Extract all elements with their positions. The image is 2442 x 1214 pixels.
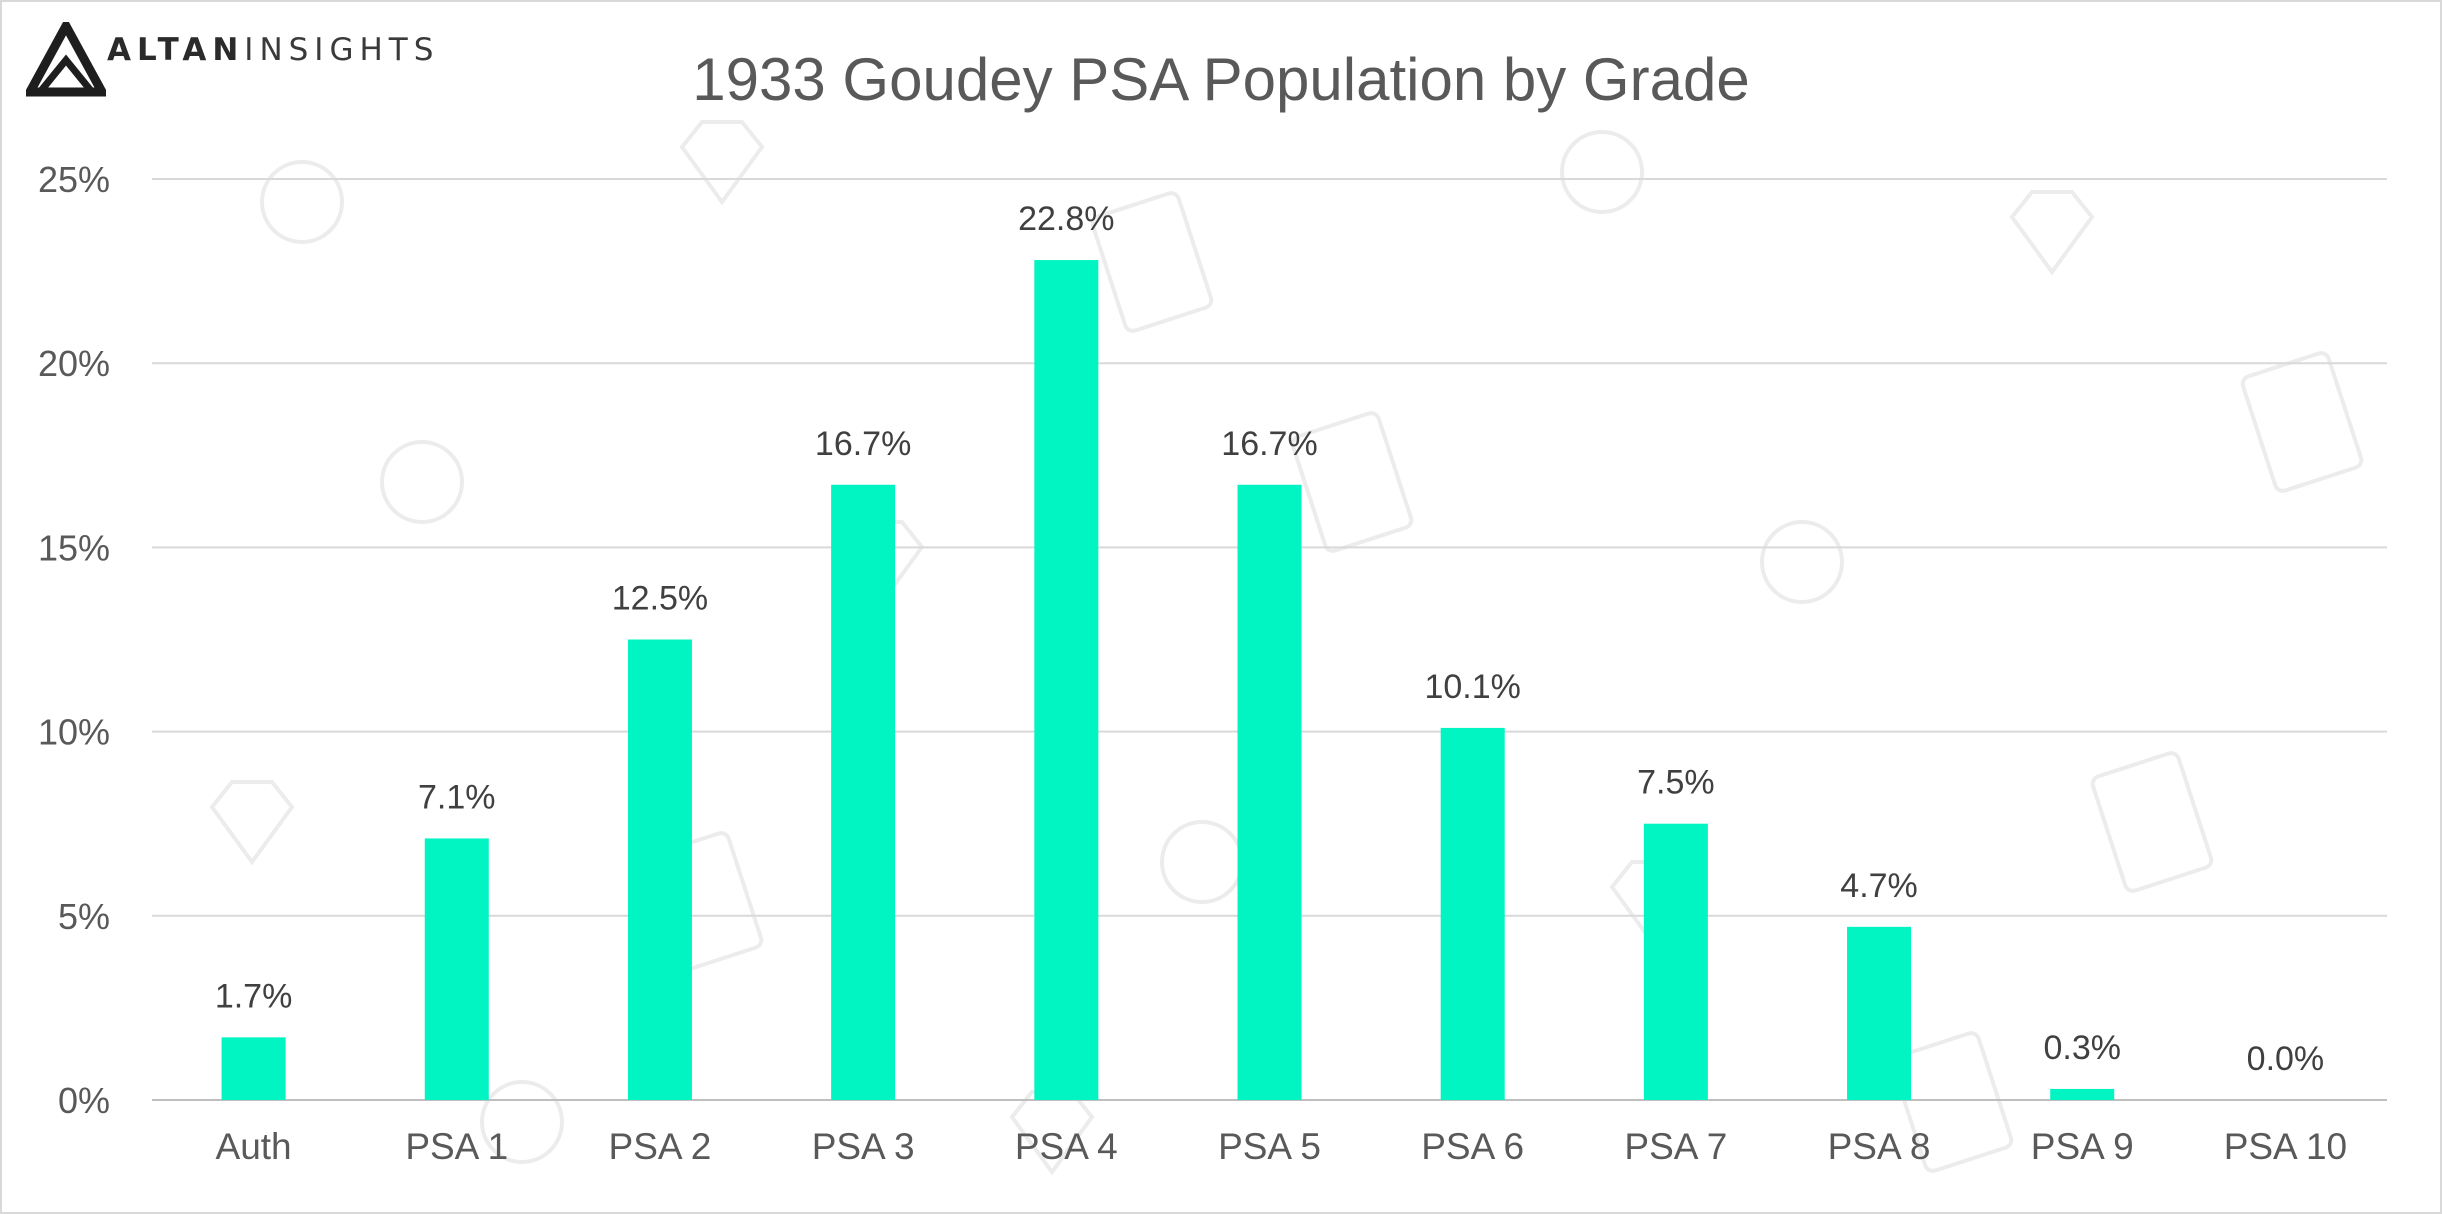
data-label: 7.1% [418,778,496,816]
bar-psa-5 [1237,484,1302,1101]
watermark-card-icon [1090,191,1214,333]
y-tick-label: 0% [58,1080,110,1121]
watermark-coin-icon [380,440,464,524]
bar-psa-3 [831,484,896,1101]
brand-name-light: INSIGHTS [244,32,440,68]
watermark-coin-icon [1760,520,1844,604]
altan-triangle-logo-icon [26,22,106,97]
y-tick-label: 25% [38,159,110,200]
x-category-label: PSA 1 [405,1126,508,1167]
brand-logo [26,22,106,98]
bar-psa-8 [1847,926,1912,1100]
watermark-card-icon [1290,411,1414,553]
data-label: 7.5% [1637,764,1715,802]
y-tick-label: 10% [38,712,110,753]
data-label: 4.7% [1840,867,1918,905]
y-tick-label: 20% [38,343,110,384]
watermark-diamond-icon [2009,190,2095,276]
data-label: 10.1% [1424,668,1520,706]
bar-psa-1 [424,838,489,1100]
bar-psa-6 [1440,727,1505,1100]
y-axis-ticks: 0% 5% 10% 15% 20% 25% [38,159,110,1121]
x-category-label: Auth [216,1126,292,1167]
x-category-label: PSA 10 [2224,1126,2347,1167]
brand-name-bold: ALTAN [107,32,245,68]
data-label: 22.8% [1018,200,1114,238]
watermark-coin-icon [1160,820,1244,904]
watermark-diamond-icon [679,120,765,206]
data-label: 0.3% [2043,1029,2121,1067]
watermark-card-icon [1890,1031,2014,1173]
data-labels: 1.7% 7.1% 12.5% 16.7% 22.8% 16.7% 10.1% 7.5% 4.7… [215,200,2324,1078]
watermark-coin-icon [480,1080,564,1164]
chart-title: 1933 Goudey PSA Population by Grade [692,46,1749,113]
x-category-label: PSA 5 [1218,1126,1321,1167]
data-label: 12.5% [612,580,708,618]
bar-auth [221,1037,286,1100]
watermark-card-icon [2240,351,2364,493]
brand-wordmark: ALTANINSIGHTS [107,32,439,68]
x-category-label: PSA 2 [609,1126,712,1167]
x-category-label: PSA 4 [1015,1126,1118,1167]
y-tick-label: 5% [58,896,110,937]
x-category-label: PSA 9 [2031,1126,2134,1167]
x-category-label: PSA 6 [1421,1126,1524,1167]
bars [221,260,2115,1101]
watermark-diamond-icon [1009,1090,1095,1176]
data-label: 0.0% [2247,1040,2325,1078]
bar-psa-7 [1643,823,1708,1100]
watermark-diamond-icon [209,780,295,866]
bar-psa-9 [2050,1088,2115,1100]
watermark-coin-icon [1560,130,1644,214]
watermark-card-icon [2090,751,2214,893]
y-tick-label: 15% [38,527,110,568]
x-axis-categories: Auth PSA 1 PSA 2 PSA 3 PSA 4 PSA 5 PSA 6 PSA 7 P… [216,1126,2348,1167]
watermark-coin-icon [260,160,344,244]
x-category-label: PSA 8 [1828,1126,1931,1167]
data-label: 16.7% [1221,425,1317,463]
x-category-label: PSA 3 [812,1126,915,1167]
bar-psa-4 [1034,260,1099,1101]
bar-psa-2 [627,639,692,1100]
data-label: 1.7% [215,977,293,1015]
data-label: 16.7% [815,425,911,463]
x-category-label: PSA 7 [1624,1126,1727,1167]
